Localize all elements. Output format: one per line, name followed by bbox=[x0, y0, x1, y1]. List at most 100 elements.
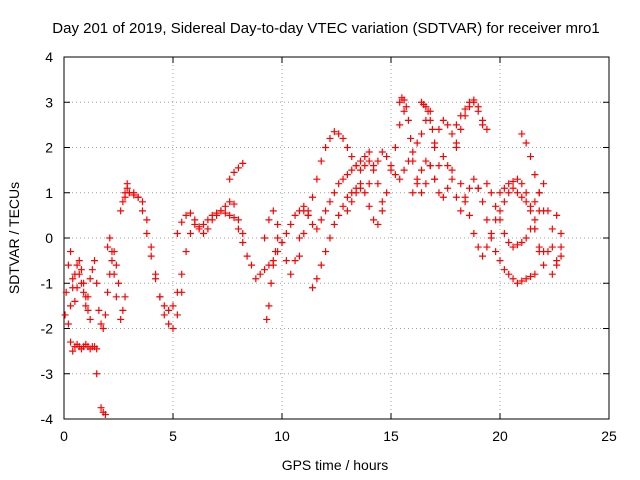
data-point bbox=[330, 189, 338, 197]
data-point bbox=[479, 252, 487, 260]
data-point bbox=[123, 180, 131, 188]
data-point bbox=[452, 144, 460, 151]
data-point bbox=[452, 193, 460, 201]
data-point bbox=[117, 207, 125, 215]
data-point bbox=[282, 229, 290, 237]
data-point bbox=[93, 345, 101, 353]
data-point bbox=[178, 270, 186, 278]
data-point bbox=[138, 207, 146, 215]
data-point bbox=[271, 248, 279, 256]
data-point bbox=[291, 257, 299, 265]
data-point bbox=[356, 166, 364, 174]
data-point bbox=[326, 234, 334, 242]
data-point bbox=[156, 293, 164, 301]
data-point bbox=[457, 125, 465, 133]
data-point bbox=[374, 220, 382, 228]
data-point bbox=[509, 184, 517, 192]
data-point bbox=[173, 311, 181, 319]
data-point bbox=[67, 248, 75, 256]
data-point bbox=[465, 184, 473, 192]
data-point bbox=[409, 148, 417, 156]
x-tick-label: 20 bbox=[492, 428, 508, 444]
data-point bbox=[418, 166, 426, 174]
data-point bbox=[479, 198, 487, 206]
data-point bbox=[557, 252, 565, 260]
data-point bbox=[322, 248, 330, 256]
data-point bbox=[165, 320, 173, 328]
x-tick-label: 5 bbox=[169, 428, 177, 444]
data-point bbox=[165, 306, 173, 314]
data-point bbox=[461, 193, 469, 201]
data-point bbox=[492, 202, 500, 210]
data-point bbox=[265, 302, 273, 310]
data-point bbox=[548, 243, 556, 251]
x-tick-label: 15 bbox=[383, 428, 399, 444]
data-point bbox=[387, 162, 395, 170]
data-point bbox=[396, 98, 404, 106]
data-point bbox=[522, 139, 530, 147]
data-point bbox=[439, 153, 447, 161]
data-point bbox=[335, 130, 343, 138]
data-point bbox=[444, 162, 452, 170]
data-point bbox=[518, 180, 526, 188]
data-point bbox=[426, 162, 434, 170]
data-point bbox=[67, 302, 75, 310]
data-point bbox=[365, 148, 373, 156]
data-point bbox=[313, 175, 321, 183]
data-point bbox=[407, 134, 415, 142]
data-point bbox=[487, 234, 495, 242]
data-point bbox=[374, 180, 382, 188]
data-point bbox=[191, 216, 199, 224]
data-point bbox=[330, 128, 338, 136]
data-point bbox=[444, 184, 452, 192]
data-point bbox=[173, 229, 181, 237]
data-point bbox=[391, 144, 399, 151]
data-point bbox=[409, 189, 417, 197]
data-point bbox=[370, 166, 378, 174]
data-point bbox=[509, 243, 517, 251]
data-point bbox=[361, 189, 369, 197]
data-point bbox=[247, 261, 255, 269]
data-point bbox=[500, 229, 508, 237]
data-point bbox=[287, 270, 295, 278]
data-point bbox=[378, 207, 386, 215]
data-point bbox=[448, 130, 456, 138]
data-point bbox=[518, 239, 526, 247]
data-point bbox=[409, 157, 417, 165]
data-point bbox=[182, 211, 190, 219]
data-point bbox=[71, 270, 79, 278]
data-point bbox=[518, 193, 526, 201]
data-point bbox=[439, 116, 447, 124]
data-point bbox=[343, 144, 351, 151]
chart-title: Day 201 of 2019, Sidereal Day-to-day VTE… bbox=[52, 20, 599, 37]
x-tick-label: 10 bbox=[274, 428, 290, 444]
data-point bbox=[391, 171, 399, 179]
data-point bbox=[431, 139, 439, 147]
data-point bbox=[326, 198, 334, 206]
data-point bbox=[278, 239, 286, 247]
data-point bbox=[531, 171, 539, 179]
data-point bbox=[108, 257, 116, 265]
data-point bbox=[365, 202, 373, 210]
data-point bbox=[448, 175, 456, 183]
data-point bbox=[424, 107, 432, 115]
data-point bbox=[200, 220, 208, 228]
data-point bbox=[138, 198, 146, 206]
data-point bbox=[304, 211, 312, 219]
data-point bbox=[465, 211, 473, 219]
data-point bbox=[444, 121, 452, 129]
data-point bbox=[553, 211, 561, 219]
data-point bbox=[335, 180, 343, 188]
data-point bbox=[221, 202, 229, 210]
data-point bbox=[404, 116, 412, 124]
data-point bbox=[69, 275, 77, 283]
axis-ticks: 0 5 10 15 20 25 -4 -3 -2 -1 0 1 2 3 4 bbox=[41, 49, 617, 444]
data-point bbox=[99, 325, 107, 332]
data-point bbox=[378, 148, 386, 156]
data-point bbox=[169, 325, 177, 332]
data-point bbox=[356, 184, 364, 192]
data-point bbox=[343, 171, 351, 179]
data-point bbox=[396, 121, 404, 129]
data-point bbox=[93, 279, 101, 287]
data-point bbox=[69, 347, 77, 355]
